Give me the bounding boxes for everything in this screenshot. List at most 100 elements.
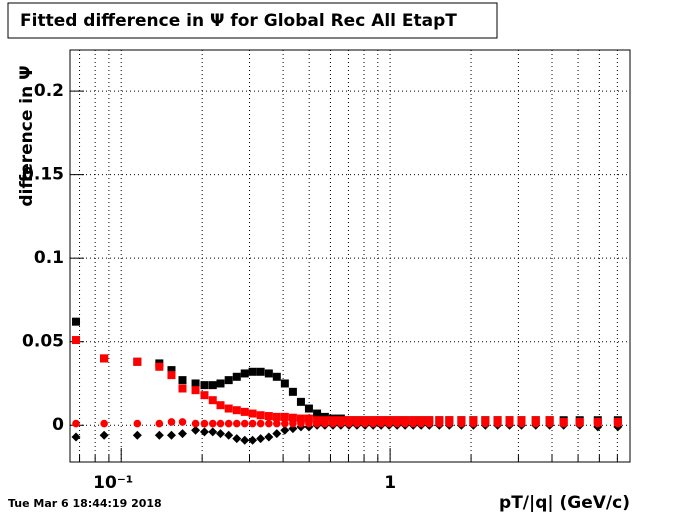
diamond-marker <box>264 432 274 442</box>
circle-marker <box>353 419 361 428</box>
y-tick-label: 0.1 <box>34 248 64 268</box>
square-marker <box>224 404 233 413</box>
circle-marker <box>385 419 393 428</box>
circle-marker <box>593 419 602 428</box>
diamond-marker <box>232 434 242 444</box>
square-marker <box>155 362 164 371</box>
x-axis-label: pT/|q| (GeV/c) <box>499 493 630 513</box>
diamond-marker <box>199 427 209 437</box>
square-marker <box>280 379 289 388</box>
circle-marker <box>281 419 289 428</box>
square-marker <box>232 406 241 415</box>
circle-marker <box>393 419 401 428</box>
plot-frame <box>69 49 631 463</box>
circle-marker <box>409 419 418 428</box>
square-marker <box>167 371 176 380</box>
square-marker <box>248 367 257 376</box>
square-marker <box>232 372 241 381</box>
circle-marker <box>481 419 490 428</box>
square-marker <box>256 411 265 420</box>
circle-marker <box>191 419 200 428</box>
square-marker <box>216 379 225 388</box>
square-marker <box>272 372 281 381</box>
square-marker <box>240 407 249 416</box>
circle-marker <box>208 419 217 428</box>
square-marker <box>191 386 200 395</box>
circle-marker <box>178 418 187 426</box>
circle-marker <box>469 419 478 428</box>
square-marker <box>304 404 313 413</box>
circle-marker <box>493 419 502 428</box>
circle-marker <box>167 418 176 426</box>
diamond-marker <box>256 434 266 444</box>
diamond-marker <box>224 430 234 440</box>
diamond-marker <box>215 429 225 439</box>
diamond-marker <box>166 430 176 440</box>
y-tick-label: 0.05 <box>22 332 64 352</box>
diamond-marker <box>208 427 218 437</box>
circle-marker <box>265 419 273 428</box>
square-marker <box>296 414 305 423</box>
square-marker <box>288 387 297 396</box>
circle-marker <box>401 419 409 428</box>
diamond-marker <box>154 430 164 440</box>
circle-marker <box>216 419 225 428</box>
square-marker <box>178 376 187 385</box>
diamond-marker <box>132 430 142 440</box>
title-box <box>7 2 498 39</box>
circle-marker <box>531 419 540 428</box>
diamond-marker <box>248 435 258 445</box>
y-tick-label: 0 <box>52 415 64 435</box>
circle-marker <box>72 419 80 428</box>
square-marker <box>264 369 273 378</box>
circle-marker <box>345 419 353 428</box>
diamond-marker <box>272 429 282 439</box>
square-marker <box>304 414 313 423</box>
diamond-marker <box>191 425 201 435</box>
diamond-marker <box>240 435 250 445</box>
diamond-marker <box>71 432 81 442</box>
circle-marker <box>377 419 385 428</box>
square-marker <box>133 357 142 366</box>
y-tick-label: 0.15 <box>22 165 64 185</box>
square-marker <box>71 336 80 345</box>
timestamp: Tue Mar 6 18:44:19 2018 <box>8 497 162 510</box>
circle-marker <box>297 419 305 428</box>
diamond-marker <box>177 429 187 439</box>
diamond-marker <box>280 425 290 435</box>
circle-marker <box>337 419 345 428</box>
square-marker <box>248 409 257 418</box>
circle-marker <box>289 419 297 428</box>
y-tick-label: 0.2 <box>34 81 64 101</box>
circle-marker <box>614 419 622 428</box>
square-marker <box>208 381 217 390</box>
circle-marker <box>133 419 142 428</box>
square-marker <box>200 381 209 390</box>
square-marker <box>264 412 273 421</box>
square-marker <box>208 396 217 405</box>
circle-marker <box>445 419 454 428</box>
square-marker <box>272 412 281 421</box>
circle-marker <box>361 419 369 428</box>
circle-marker <box>273 419 281 428</box>
circle-marker <box>224 419 233 428</box>
circle-marker <box>575 419 584 428</box>
circle-marker <box>240 419 249 428</box>
circle-marker <box>435 419 444 428</box>
square-marker <box>100 354 109 363</box>
circle-marker <box>232 419 241 428</box>
square-marker <box>313 409 322 418</box>
x-tick-label: 10⁻¹ <box>93 473 133 493</box>
circle-marker <box>425 419 434 428</box>
square-marker <box>288 413 297 422</box>
square-marker <box>280 412 289 421</box>
circle-marker <box>329 419 337 428</box>
square-marker <box>191 379 200 388</box>
circle-marker <box>248 419 257 428</box>
square-marker <box>256 367 265 376</box>
circle-marker <box>200 419 209 428</box>
circle-marker <box>321 419 329 428</box>
diamond-marker <box>99 430 109 440</box>
square-marker <box>71 317 80 326</box>
